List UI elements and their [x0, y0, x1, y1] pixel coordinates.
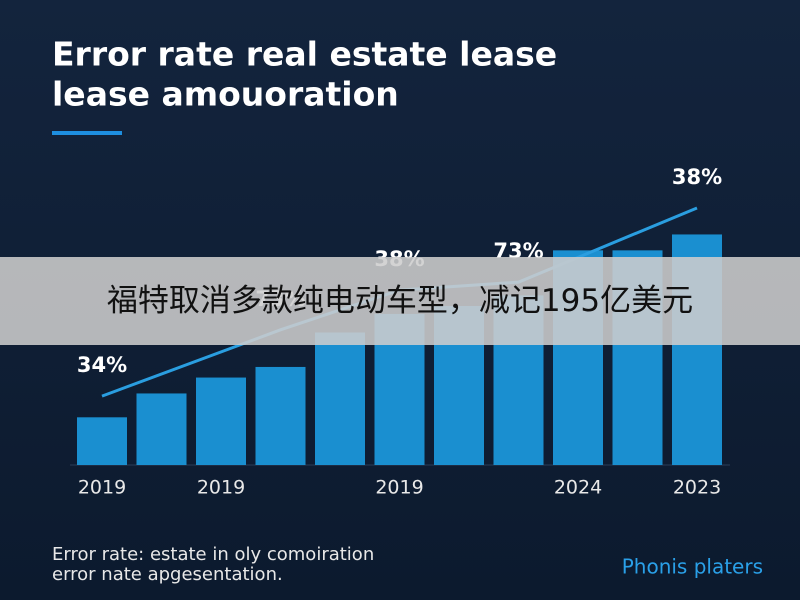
bar — [196, 377, 246, 465]
bar — [255, 366, 306, 465]
x-tick-label: 2023 — [673, 477, 721, 499]
x-tick-label: 2024 — [554, 477, 602, 499]
footnote: Error rate: estate in oly comoiration — [52, 544, 374, 565]
banner: 福特取消多款纯电动车型，减记195亿美元 — [0, 257, 800, 345]
bar — [77, 417, 127, 465]
data-label: 34% — [77, 353, 127, 377]
data-label: 38% — [672, 165, 722, 189]
x-tick-label: 2019 — [78, 477, 126, 499]
x-tick-label: 2019 — [197, 477, 245, 499]
accent — [52, 131, 122, 135]
bar — [315, 332, 365, 465]
source: Phonis platers — [622, 555, 763, 579]
chart-title: Error rate real estate lease — [52, 35, 557, 74]
chart-title: lease amouoration — [52, 75, 399, 114]
bar — [136, 393, 187, 465]
x-tick-label: 2019 — [375, 477, 423, 499]
footnote: error nate apgesentation. — [52, 564, 283, 585]
